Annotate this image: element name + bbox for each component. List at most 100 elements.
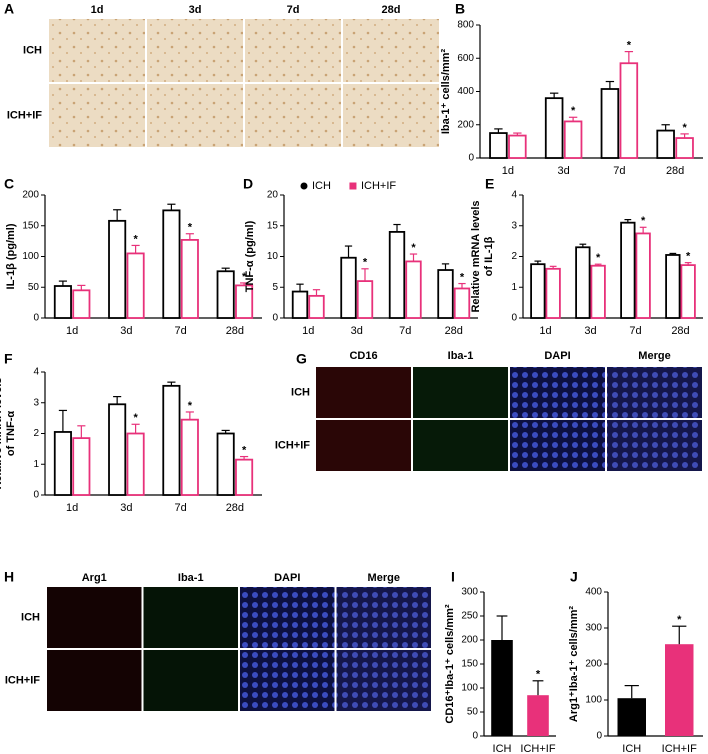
- bar: [680, 264, 696, 319]
- column-header: Merge: [638, 350, 670, 362]
- y-tick-label: 10: [267, 251, 279, 262]
- y-axis-label: of IL-1β: [483, 236, 495, 276]
- significance-mark: *: [363, 257, 368, 269]
- significance-mark: *: [188, 400, 193, 412]
- y-tick-label: 3: [511, 220, 517, 231]
- micrograph: [49, 19, 145, 82]
- y-tick-label: 5: [272, 282, 278, 293]
- y-tick-label: 150: [22, 220, 39, 231]
- column-header: Merge: [368, 572, 400, 584]
- significance-mark: *: [686, 251, 691, 263]
- significance-mark: *: [188, 222, 193, 234]
- significance-mark: *: [571, 105, 576, 117]
- bar: [72, 437, 91, 496]
- bar: [453, 287, 471, 319]
- bar: [291, 290, 309, 319]
- bar: [665, 644, 694, 736]
- column-header: Arg1: [82, 572, 107, 584]
- y-tick-label: 0: [33, 313, 39, 324]
- x-tick-label: 7d: [399, 325, 411, 337]
- y-tick-label: 200: [457, 119, 474, 130]
- bar: [308, 294, 325, 319]
- y-tick-label: 1: [33, 459, 39, 470]
- panel-letter: A: [4, 1, 14, 17]
- y-tick-label: 0: [33, 490, 39, 501]
- bar: [491, 640, 513, 736]
- x-tick-label: 28d: [666, 165, 684, 177]
- panel-letter: I: [451, 569, 455, 585]
- bar: [544, 97, 564, 159]
- column-header: Iba-1: [448, 350, 474, 362]
- bar: [356, 280, 374, 319]
- x-tick-label: 1d: [539, 325, 551, 337]
- micrograph: [47, 587, 142, 648]
- micrograph: [245, 84, 341, 147]
- bar: [216, 432, 235, 496]
- bar: [575, 246, 591, 319]
- y-tick-label: 15: [267, 220, 279, 231]
- bar: [665, 254, 681, 319]
- bar: [620, 221, 636, 319]
- x-tick-label: ICH: [622, 743, 641, 754]
- bar: [340, 256, 357, 319]
- column-header: DAPI: [274, 572, 300, 584]
- panel-letter: C: [4, 176, 14, 192]
- bar: [108, 219, 127, 319]
- panel-letter: F: [4, 351, 13, 367]
- bar: [53, 285, 72, 319]
- y-tick-label: 0: [596, 731, 602, 742]
- bar: [126, 432, 145, 496]
- bar: [508, 134, 527, 159]
- y-tick-label: 2: [511, 251, 517, 262]
- bar: [126, 252, 145, 319]
- micrograph: [147, 84, 243, 147]
- micrograph: [47, 650, 142, 711]
- y-tick-label: 300: [585, 623, 602, 634]
- y-tick-label: 150: [461, 659, 478, 670]
- bar: [617, 698, 646, 736]
- y-axis-label: Relative mRNA levels: [0, 377, 4, 489]
- y-axis-label: CD16⁺Iba-1⁺ cells/mm²: [444, 604, 456, 724]
- x-tick-label: 1d: [502, 165, 514, 177]
- significance-mark: *: [242, 271, 247, 283]
- bar: [216, 270, 235, 319]
- column-header: 1d: [91, 4, 104, 16]
- bar: [162, 384, 181, 496]
- bar: [635, 232, 651, 319]
- bar: [405, 260, 422, 319]
- x-tick-label: 3d: [584, 325, 596, 337]
- significance-mark: *: [411, 242, 416, 254]
- row-label: ICH: [23, 44, 42, 56]
- panel-letter: H: [4, 569, 14, 585]
- significance-mark: *: [682, 122, 687, 134]
- micrograph: [343, 19, 439, 82]
- y-axis-label: IL-1β (pg/ml): [5, 223, 17, 289]
- micrograph: [607, 420, 702, 471]
- bar: [437, 269, 454, 319]
- row-label: ICH+IF: [7, 109, 42, 121]
- y-tick-label: 800: [457, 20, 474, 31]
- significance-mark: *: [242, 444, 247, 456]
- bar: [590, 264, 606, 319]
- y-tick-label: 4: [511, 190, 517, 201]
- significance-mark: *: [596, 252, 601, 264]
- bar: [545, 267, 561, 319]
- y-tick-label: 250: [461, 611, 478, 622]
- panel-letter: G: [296, 351, 307, 367]
- legend-label: ICH+IF: [361, 180, 396, 192]
- micrograph: [413, 420, 508, 471]
- column-header: DAPI: [544, 350, 570, 362]
- column-header: CD16: [349, 350, 377, 362]
- bar: [530, 263, 546, 319]
- bar: [489, 132, 508, 159]
- bar: [180, 418, 199, 496]
- panel-letter: B: [455, 1, 465, 17]
- x-tick-label: 3d: [351, 325, 363, 337]
- micrograph: [147, 19, 243, 82]
- y-tick-label: 20: [267, 190, 279, 201]
- y-axis-label: Iba-1⁺ cells/mm²: [440, 49, 452, 135]
- x-tick-label: 3d: [120, 502, 132, 514]
- row-label: ICH+IF: [275, 439, 310, 451]
- y-tick-label: 200: [585, 659, 602, 670]
